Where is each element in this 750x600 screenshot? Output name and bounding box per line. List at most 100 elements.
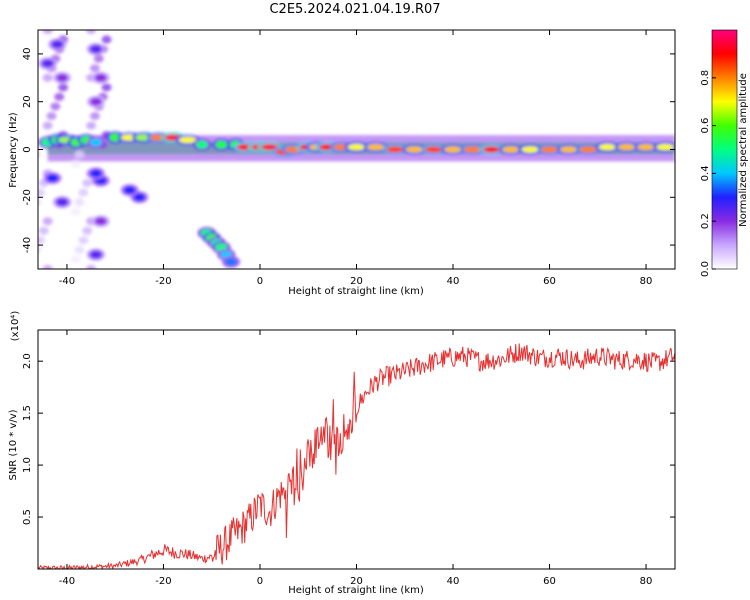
heatmap-cell (444, 146, 463, 153)
heatmap-smear-cell (93, 54, 104, 63)
heatmap-cell (46, 174, 59, 183)
snr-y-tick-label: 2.0 (22, 353, 33, 369)
snr-y-tick-label: 1.0 (22, 457, 33, 473)
heatmap-smear-cell (42, 30, 53, 34)
snr-y-tick-label: 1.5 (22, 405, 33, 421)
heatmap-smear-cell (42, 217, 53, 226)
heatmap-cell (196, 140, 209, 149)
snr-y-tick-label: 0.5 (22, 509, 33, 525)
heatmap-x-axis: -40 -20 0 20 40 60 80 (59, 30, 653, 287)
heatmap-cell (89, 169, 102, 178)
snr-x-label: Height of straight line (km) (288, 585, 424, 596)
snr-x-tick-label: 20 (350, 576, 363, 587)
heatmap-cell (56, 73, 69, 82)
heatmap-smear-cell (42, 121, 53, 130)
snr-plot-area (38, 330, 675, 569)
heatmap-cell (656, 143, 675, 151)
heatmap-smear-cell (89, 64, 100, 73)
snr-x-tick-label: 80 (640, 576, 653, 587)
heatmap-panel: -40 -20 0 20 40 60 80 -40 -20 0 20 40 Height of st… (8, 29, 676, 297)
heatmap-cell (540, 146, 559, 153)
heatmap-smear-cell (74, 245, 85, 254)
heatmap-cell (123, 186, 136, 195)
heatmap-smear-cell (38, 150, 42, 158)
heatmap-smear-cell (27, 160, 37, 168)
colorbar-tick-label: 0.6 (700, 118, 711, 134)
heatmap-smear-cell (86, 121, 97, 130)
heatmap-smear-cell (38, 188, 45, 197)
heatmap-smear-cell (101, 83, 112, 92)
heatmap-cell (178, 136, 197, 144)
snr-y-axis: 0.5 1.0 1.5 2.0 (22, 353, 675, 525)
colorbar-tick-label: 0.0 (700, 261, 711, 277)
heatmap-smear-cell (50, 102, 61, 111)
heatmap-smear-cell (82, 226, 93, 235)
heatmap-y-tick-label: -20 (22, 189, 33, 205)
heatmap-smear-cell (42, 73, 53, 82)
snr-y-label: SNR (10 * v/v) (8, 409, 19, 480)
heatmap-y-tick-label: 40 (22, 48, 33, 61)
heatmap-smear-cell (38, 236, 45, 245)
heatmap-smear-cell (58, 83, 69, 92)
heatmap-cell (405, 146, 424, 153)
heatmap-smear-cell (74, 150, 85, 159)
heatmap-cell (501, 146, 520, 153)
colorbar: 0.0 0.2 0.4 0.6 0.8 Normalized spectral ampl… (700, 29, 749, 277)
heatmap-y-tick-label: -40 (22, 237, 33, 253)
heatmap-cell (424, 146, 443, 153)
heatmap-y-tick-label: 20 (22, 95, 33, 108)
heatmap-smear-cell (42, 265, 53, 269)
heatmap-x-tick-label: -20 (155, 276, 171, 287)
snr-x-tick-label: 0 (257, 576, 263, 587)
heatmap-smear-cell (78, 236, 89, 245)
heatmap-smear-cell (101, 35, 112, 44)
snr-x-tick-label: -40 (59, 576, 75, 587)
heatmap-cell (215, 140, 228, 149)
colorbar-tick-label: 0.4 (700, 165, 711, 181)
heatmap-x-tick-label: 80 (640, 276, 653, 287)
figure-title: C2E5.2024.021.04.19.R07 (269, 2, 441, 17)
heatmap-cell (637, 143, 656, 151)
heatmap-smear-cell (78, 188, 89, 197)
heatmap-smear-cell (54, 92, 65, 101)
heatmap-smear-cell (70, 159, 81, 168)
heatmap-cell (521, 146, 540, 153)
heatmap-x-tick-label: 20 (350, 276, 363, 287)
snr-line-group (38, 343, 675, 569)
heatmap-y-label: Frequency (Hz) (8, 112, 19, 188)
heatmap-cell (463, 146, 482, 153)
heatmap-smear-cell (38, 246, 42, 254)
heatmap-cell (347, 143, 366, 151)
heatmap-cell (133, 193, 146, 202)
heatmap-x-tick-label: 40 (447, 276, 460, 287)
snr-x-axis: -40 -20 0 20 40 60 80 (59, 330, 653, 587)
snr-panel: -40 -20 0 20 40 60 80 0.5 1.0 1.5 2.0 Height of s… (8, 311, 676, 596)
heatmap-cell (94, 217, 107, 226)
heatmap-smear-cell (82, 178, 93, 187)
colorbar-tick-label: 0.2 (700, 213, 711, 229)
heatmap-smear-cell (38, 198, 42, 206)
heatmap-smear-cell (70, 255, 81, 264)
heatmap-cell (56, 198, 69, 207)
snr-x-tick-label: 40 (447, 576, 460, 587)
heatmap-cell (41, 59, 54, 68)
heatmap-smear-cell (70, 207, 81, 216)
heatmap-x-tick-label: 60 (543, 276, 556, 287)
heatmap-cell (89, 250, 102, 259)
heatmap-smear-cell (74, 198, 85, 207)
colorbar-label: Normalized spectral amplitude (738, 73, 749, 227)
heatmap-cell (579, 146, 598, 153)
heatmap-cell (386, 146, 405, 153)
heatmap-cell (366, 143, 385, 151)
heatmap-cell (94, 73, 107, 82)
heatmap-cell (89, 45, 102, 54)
heatmap-smear-cell (46, 112, 57, 121)
heatmap-cell (51, 40, 64, 49)
heatmap-cell (89, 138, 102, 147)
heatmap-cell (482, 146, 501, 153)
heatmap-cell (225, 257, 238, 266)
colorbar-ticks: 0.0 0.2 0.4 0.6 0.8 (700, 70, 716, 277)
heatmap-cell (559, 146, 578, 153)
